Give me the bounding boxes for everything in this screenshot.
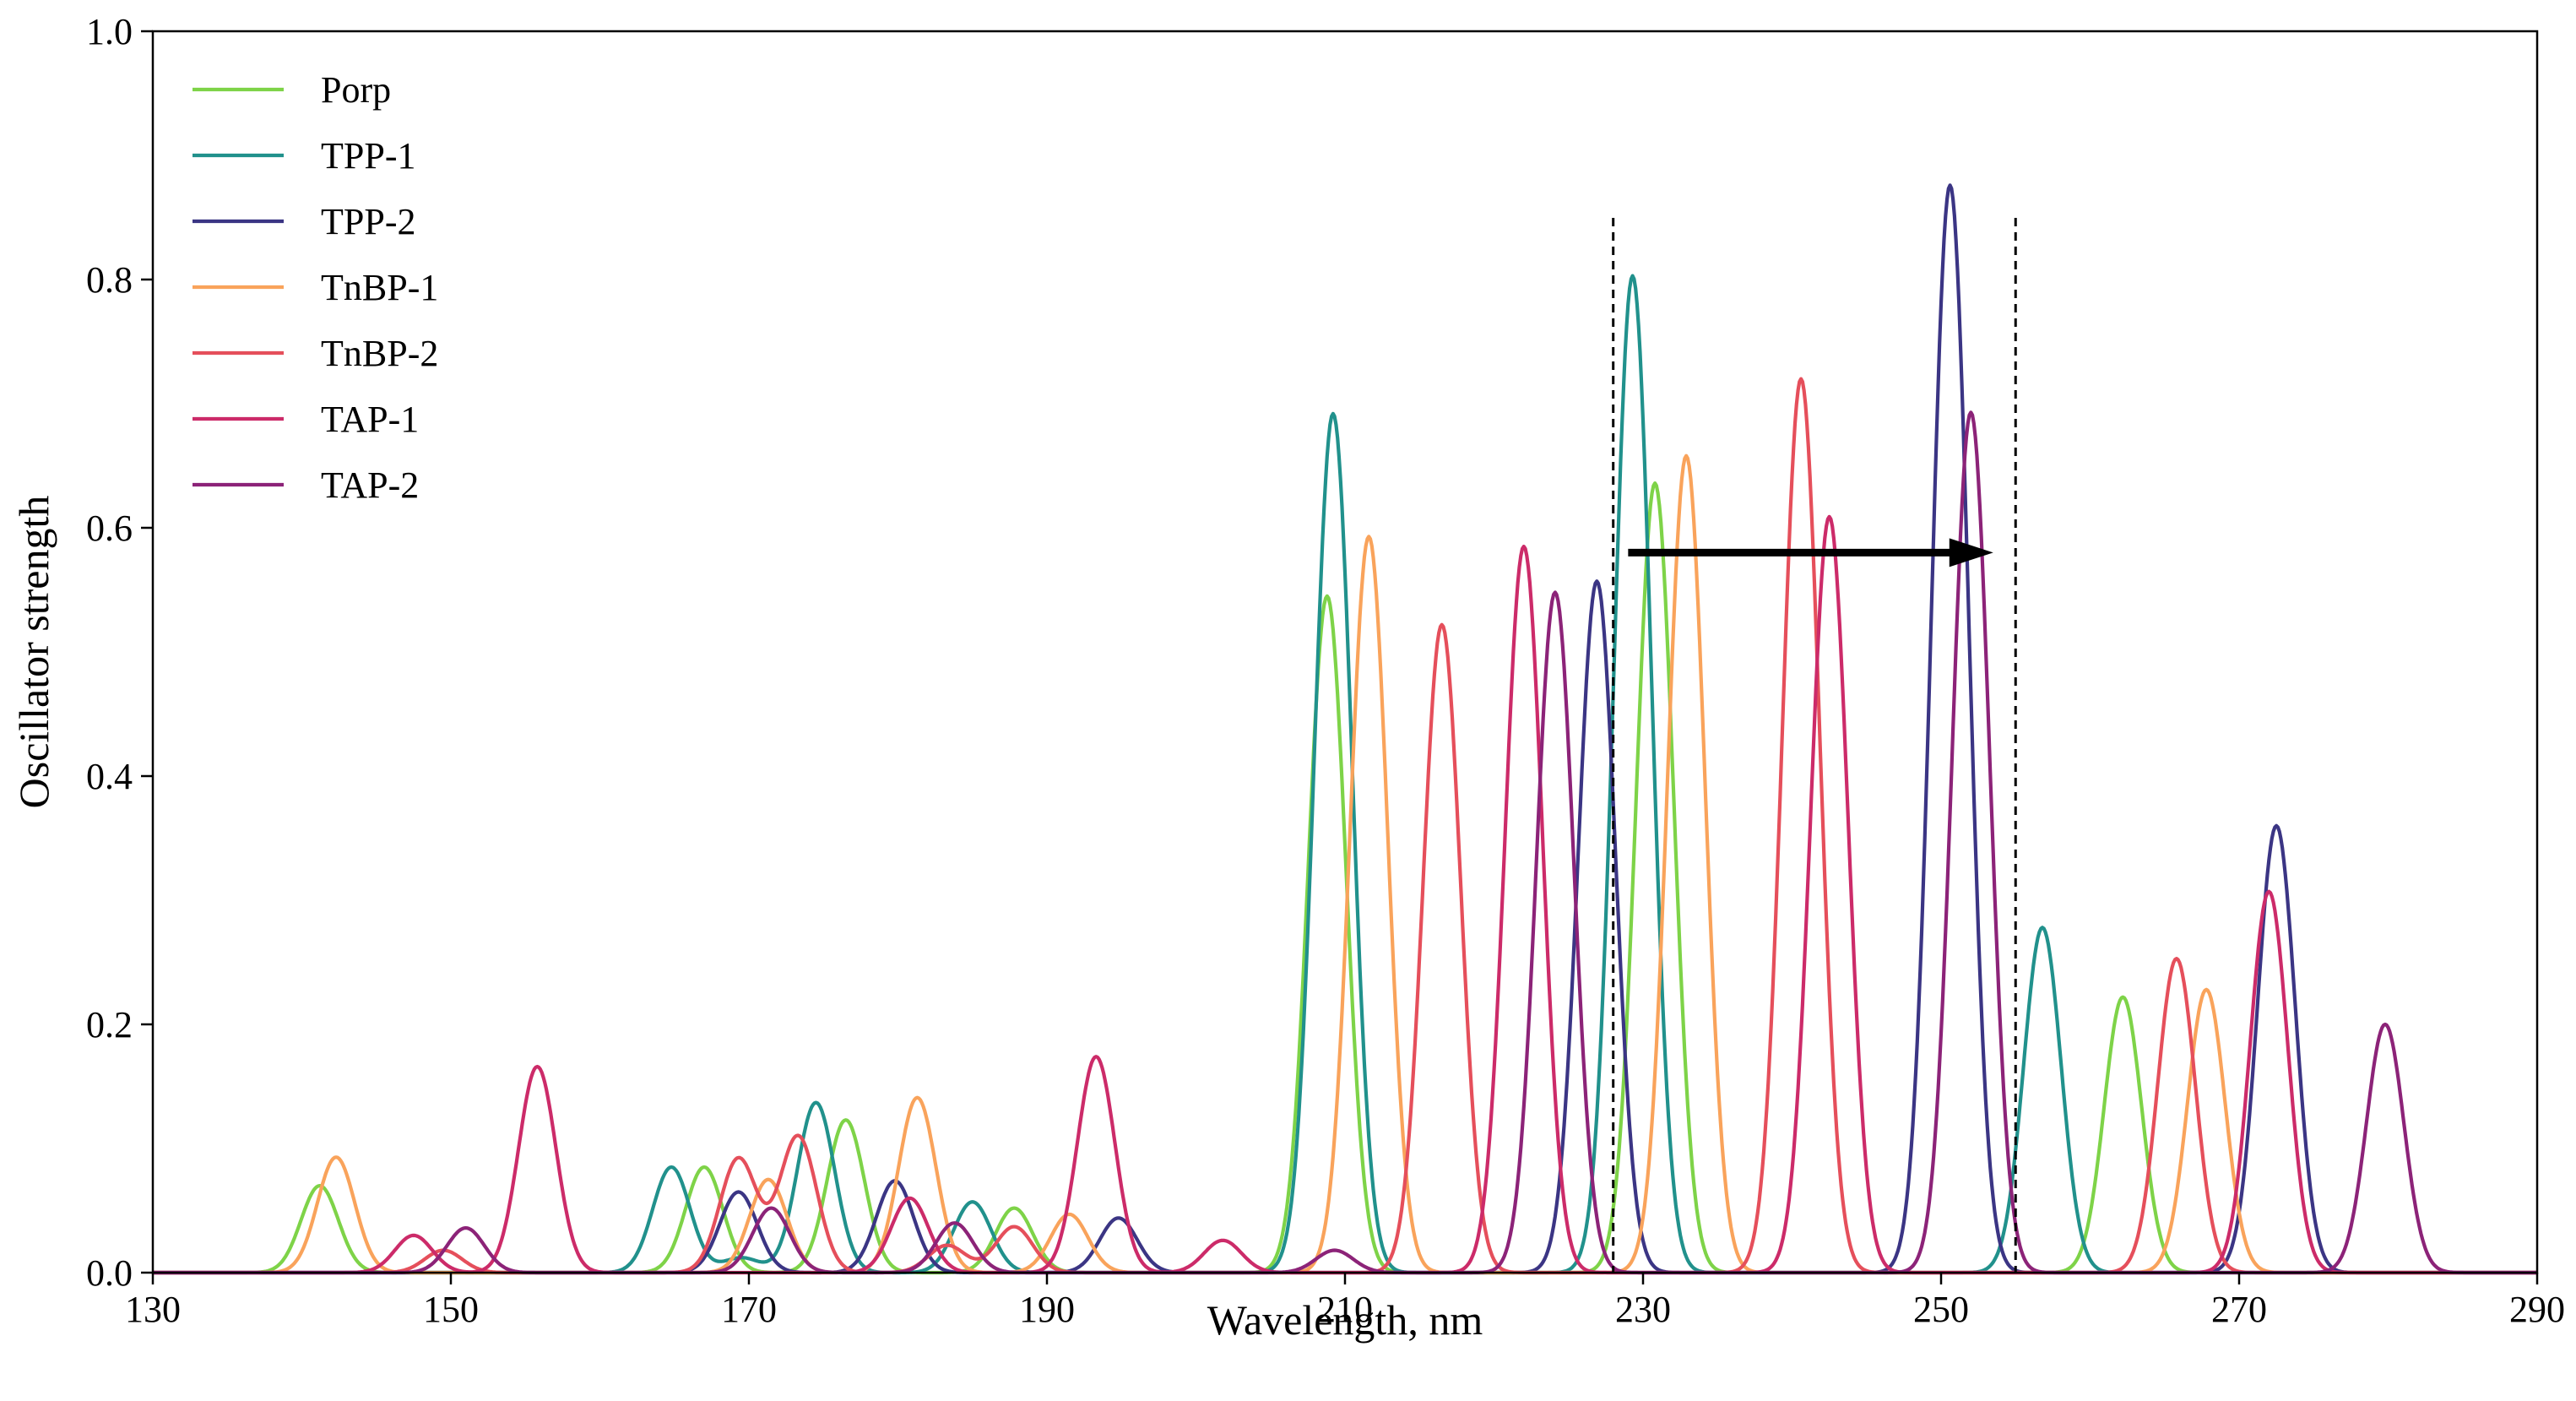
x-tick-label: 170 bbox=[721, 1289, 777, 1330]
series-lines bbox=[152, 183, 2538, 1275]
x-tick-label: 190 bbox=[1019, 1289, 1075, 1330]
y-tick-label: 1.0 bbox=[86, 11, 133, 52]
x-tick-label: 290 bbox=[2509, 1289, 2565, 1330]
legend-label-tpp-1: TPP-1 bbox=[321, 135, 415, 176]
x-axis: 130 150 170 190 210 230 250 270 290 bbox=[125, 1273, 2565, 1330]
legend-label-tnbp-2: TnBP-2 bbox=[321, 333, 438, 374]
x-tick-label: 230 bbox=[1615, 1289, 1671, 1330]
annotations bbox=[1612, 218, 2017, 1273]
x-tick-label: 130 bbox=[125, 1289, 181, 1330]
x-tick-label: 270 bbox=[2211, 1289, 2267, 1330]
series-line-tpp-1 bbox=[152, 274, 2538, 1275]
y-tick-label: 0.6 bbox=[86, 508, 133, 549]
x-tick-label: 150 bbox=[423, 1289, 479, 1330]
y-axis: 0.0 0.2 0.4 0.6 0.8 1.0 bbox=[86, 11, 153, 1294]
series-line-tpp-2 bbox=[152, 183, 2538, 1275]
x-tick-label: 210 bbox=[1317, 1289, 1373, 1330]
legend-label-tap-1: TAP-1 bbox=[321, 399, 419, 440]
y-tick-label: 0.8 bbox=[86, 259, 133, 301]
x-axis-label: Wavelength, nm bbox=[1207, 1296, 1483, 1344]
legend: Porp TPP-1 TPP-2 TnBP-1 TnBP-2 TAP-1 TAP-2 bbox=[193, 69, 438, 506]
x-tick-label: 250 bbox=[1913, 1289, 1969, 1330]
legend-label-tpp-2: TPP-2 bbox=[321, 201, 415, 242]
plot-area-frame bbox=[151, 30, 2539, 1274]
shift-arrow-head bbox=[1949, 538, 1993, 567]
legend-label-tap-2: TAP-2 bbox=[321, 464, 419, 506]
legend-label-tnbp-1: TnBP-1 bbox=[321, 267, 438, 308]
y-tick-label: 0.0 bbox=[86, 1252, 133, 1294]
y-tick-label: 0.4 bbox=[86, 756, 133, 797]
y-tick-label: 0.2 bbox=[86, 1004, 133, 1045]
y-axis-label: Oscillator strength bbox=[10, 496, 57, 809]
legend-label-porp: Porp bbox=[321, 69, 391, 111]
